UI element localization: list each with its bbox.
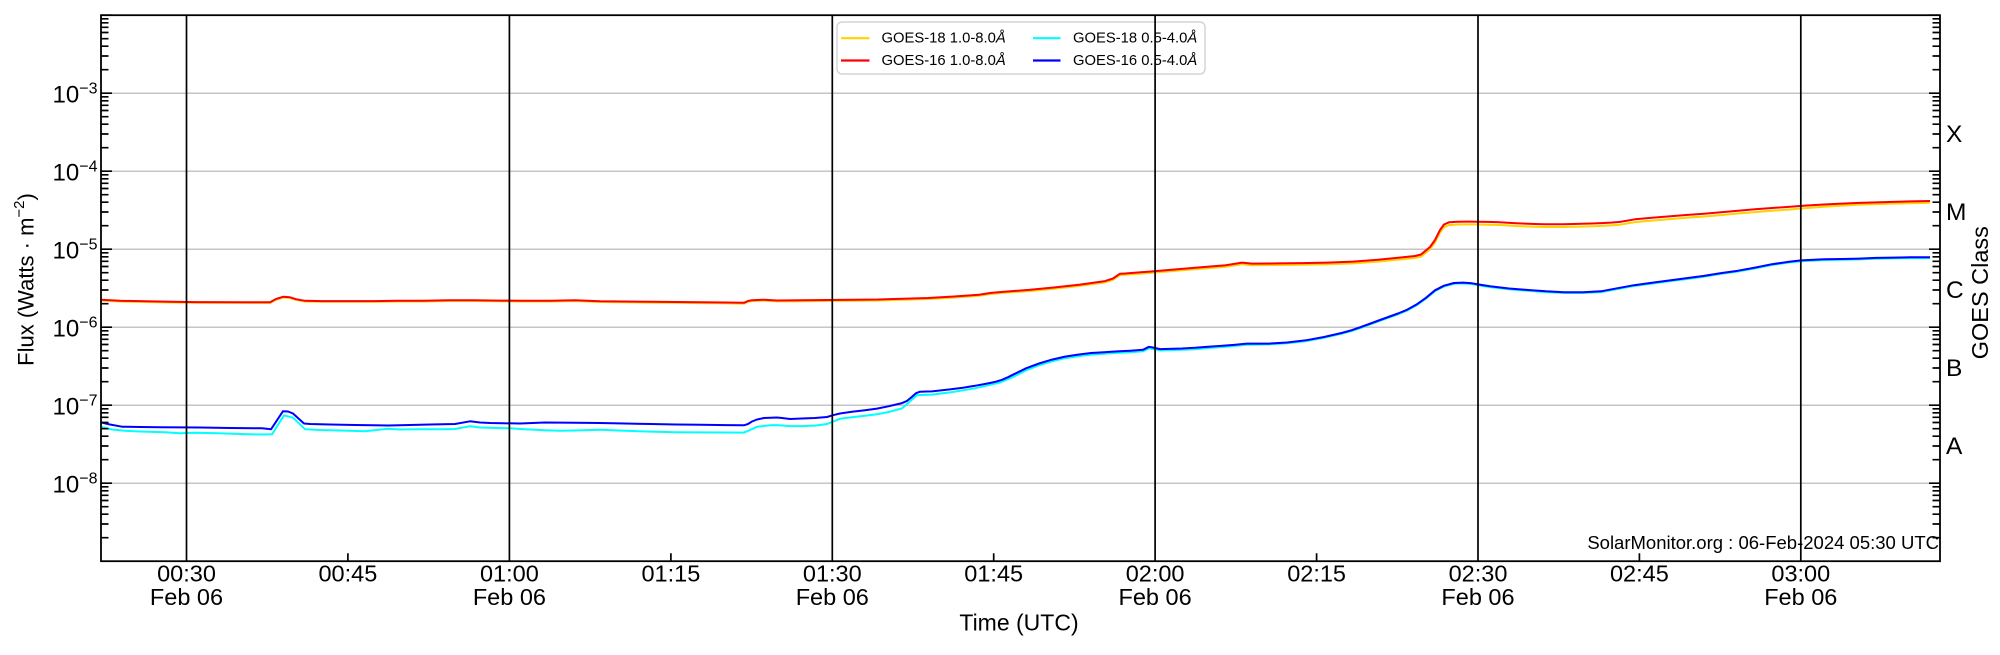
svg-text:02:30: 02:30 xyxy=(1449,561,1508,587)
svg-text:01:45: 01:45 xyxy=(964,561,1023,587)
svg-text:01:15: 01:15 xyxy=(641,561,700,587)
svg-text:GOES-18 1.0-8.0Å: GOES-18 1.0-8.0Å xyxy=(882,30,1006,47)
svg-text:SolarMonitor.org : 06-Feb-2024: SolarMonitor.org : 06-Feb-2024 05:30 UTC xyxy=(1587,532,1939,553)
svg-text:03:00: 03:00 xyxy=(1771,561,1830,587)
svg-text:Feb 06: Feb 06 xyxy=(150,584,223,610)
svg-text:00:45: 00:45 xyxy=(318,561,377,587)
svg-text:B: B xyxy=(1946,355,1962,382)
svg-text:01:00: 01:00 xyxy=(480,561,539,587)
svg-text:A: A xyxy=(1946,433,1963,460)
svg-text:GOES-18 0.5-4.0Å: GOES-18 0.5-4.0Å xyxy=(1073,30,1197,47)
svg-text:GOES Class: GOES Class xyxy=(1967,226,1993,359)
svg-text:C: C xyxy=(1946,277,1964,304)
svg-text:Feb 06: Feb 06 xyxy=(796,584,869,610)
svg-text:Feb 06: Feb 06 xyxy=(473,584,546,610)
svg-text:01:30: 01:30 xyxy=(803,561,862,587)
svg-text:02:00: 02:00 xyxy=(1126,561,1185,587)
svg-text:Feb 06: Feb 06 xyxy=(1764,584,1837,610)
svg-text:10−4: 10−4 xyxy=(53,158,98,186)
svg-text:02:45: 02:45 xyxy=(1610,561,1669,587)
svg-text:Feb 06: Feb 06 xyxy=(1441,584,1514,610)
svg-text:X: X xyxy=(1946,121,1962,148)
svg-text:GOES-16 1.0-8.0Å: GOES-16 1.0-8.0Å xyxy=(882,52,1006,69)
svg-text:Flux (Watts · m−2): Flux (Watts · m−2) xyxy=(11,193,39,366)
svg-text:M: M xyxy=(1946,199,1966,226)
svg-text:00:30: 00:30 xyxy=(157,561,216,587)
svg-text:Time (UTC): Time (UTC) xyxy=(959,610,1078,636)
svg-text:GOES-16 0.5-4.0Å: GOES-16 0.5-4.0Å xyxy=(1073,52,1197,69)
svg-text:Feb 06: Feb 06 xyxy=(1119,584,1192,610)
svg-text:02:15: 02:15 xyxy=(1287,561,1346,587)
